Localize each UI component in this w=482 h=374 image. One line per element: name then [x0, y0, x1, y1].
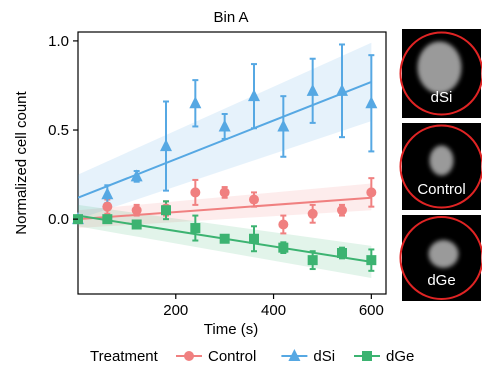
dsi-point: [189, 96, 201, 108]
y-tick-label: 1.0: [48, 33, 69, 50]
x-tick-label: 200: [163, 302, 188, 319]
x-axis: 200 400 600: [163, 294, 384, 319]
legend-item-control: Control: [176, 348, 256, 365]
control-point: [249, 195, 259, 205]
panel-dge: dGe: [401, 215, 482, 301]
panel-label: dSi: [431, 89, 453, 106]
dge-point: [308, 255, 318, 265]
control-point: [337, 205, 347, 215]
legend-label-dsi: dSi: [313, 348, 335, 365]
control-point: [132, 205, 142, 215]
y-tick-label: 0.0: [48, 211, 69, 228]
panel-dsi: dSi: [401, 29, 482, 118]
dge-point: [161, 205, 171, 215]
dge-point: [366, 255, 376, 265]
legend: Treatment Control dSi dGe: [90, 348, 414, 365]
x-tick-label: 600: [359, 302, 384, 319]
dge-point: [249, 234, 259, 244]
chart-title: Bin A: [213, 9, 248, 26]
panel-label: Control: [417, 181, 465, 198]
y-axis: 0.0 0.5 1.0: [48, 33, 78, 228]
legend-item-dsi: dSi: [281, 348, 335, 365]
cell-blob: [418, 42, 462, 94]
dge-point: [220, 234, 230, 244]
dge-point: [190, 223, 200, 233]
legend-marker-dge: [362, 351, 372, 361]
control-point: [308, 209, 318, 219]
legend-label-control: Control: [208, 348, 256, 365]
panel-label: dGe: [427, 272, 455, 289]
dge-point: [102, 214, 112, 224]
y-axis-label: Normalized cell count: [13, 90, 30, 234]
dge-point: [132, 219, 142, 229]
control-point: [102, 202, 112, 212]
dge-point: [278, 243, 288, 253]
control-point: [190, 187, 200, 197]
dge-point: [337, 248, 347, 258]
panel-control: Control: [401, 123, 482, 210]
x-axis-label: Time (s): [204, 321, 258, 338]
control-point: [366, 187, 376, 197]
legend-marker-control: [184, 351, 194, 361]
image-panels: dSi Control dGe: [401, 29, 482, 301]
legend-title: Treatment: [90, 348, 159, 365]
legend-label-dge: dGe: [386, 348, 414, 365]
cell-blob: [430, 146, 454, 176]
cell-blob: [429, 240, 459, 268]
legend-item-dge: dGe: [354, 348, 414, 365]
y-tick-label: 0.5: [48, 122, 69, 139]
x-tick-label: 400: [261, 302, 286, 319]
control-point: [278, 219, 288, 229]
control-point: [220, 187, 230, 197]
